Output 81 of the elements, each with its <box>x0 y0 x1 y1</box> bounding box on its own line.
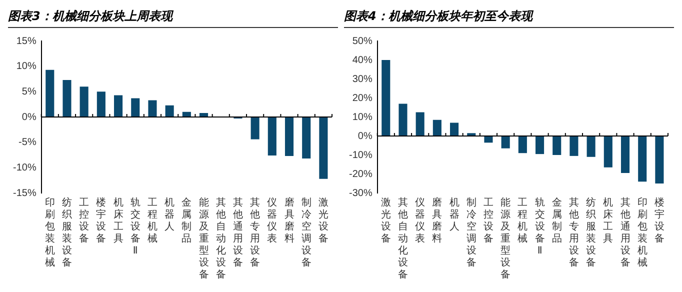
x-tick-label: 仪器仪表 <box>415 196 426 245</box>
bar <box>620 136 630 174</box>
bar <box>398 104 408 136</box>
bar <box>586 136 596 157</box>
y-tick-label: 40% <box>352 54 372 66</box>
y-tick-label: 0% <box>22 112 36 123</box>
bar <box>655 136 664 184</box>
bar <box>552 136 562 155</box>
bar <box>80 86 88 117</box>
y-tick-label: 10% <box>352 112 372 123</box>
x-tick-label: 磨具磨料 <box>432 196 442 245</box>
y-tick-label: 5% <box>22 86 36 98</box>
x-tick-label: 机床工具 <box>603 196 614 245</box>
x-tick-label: 楼宇设备 <box>654 196 664 245</box>
x-tick-label: 工控设备 <box>79 198 90 245</box>
x-tick-label: 制冷空调设备 <box>466 196 476 269</box>
x-tick-label: 印刷包装机械 <box>44 196 55 269</box>
bar <box>432 120 442 136</box>
x-tick-label: 工控设备 <box>483 198 494 245</box>
bar <box>96 92 106 117</box>
chart-title: 图表3：机械细分板块上周表现 <box>8 8 338 28</box>
bar <box>484 136 493 143</box>
x-tick-label: 机床工具 <box>113 196 124 245</box>
bar <box>638 136 647 182</box>
bar <box>570 136 578 156</box>
y-tick-label: -10% <box>12 162 36 174</box>
y-tick-label: 20% <box>352 92 372 104</box>
x-tick-label: 能源及重型设备 <box>500 196 511 281</box>
bar <box>518 136 527 154</box>
x-tick-label: 印刷包装机械 <box>637 196 648 269</box>
x-tick-label: 工程机械 <box>518 198 528 245</box>
bar <box>131 98 140 117</box>
x-tick-label: 其他专用设备 <box>568 196 579 269</box>
x-tick-label: 工程机械 <box>147 198 158 245</box>
y-tick-label: -20% <box>348 168 372 180</box>
bar <box>450 122 459 136</box>
x-tick-label: 磨具磨料 <box>284 196 294 245</box>
y-tick-label: 30% <box>352 74 372 85</box>
y-tick-label: 0% <box>358 130 372 142</box>
x-tick-label: 激光设备 <box>380 196 391 245</box>
y-tick-label: 15% <box>16 36 36 47</box>
y-tick-label: -10% <box>348 150 372 161</box>
bar <box>302 117 311 159</box>
bar <box>148 100 157 117</box>
bar <box>268 117 276 156</box>
x-tick-label: 能源及重型设备 <box>198 196 209 281</box>
x-tick-label: 轨交设备Ⅱ <box>130 196 140 257</box>
x-tick-label: 激光设备 <box>318 196 328 245</box>
bar <box>319 117 328 179</box>
y-tick-label: -30% <box>348 188 372 199</box>
y-tick-label: -5% <box>18 137 36 148</box>
bar <box>604 136 612 168</box>
x-tick-label: 金属制品 <box>552 196 562 245</box>
x-tick-label: 机器人 <box>164 196 175 233</box>
x-tick-label: 轨交设备Ⅱ <box>534 196 545 257</box>
x-tick-label: 纺织服装设备 <box>586 196 596 269</box>
bar <box>535 136 544 154</box>
bar <box>114 95 123 117</box>
bar <box>165 105 174 117</box>
bar <box>284 117 294 156</box>
y-tick-label: 50% <box>352 36 372 47</box>
bar <box>62 80 72 117</box>
x-tick-label: 楼宇设备 <box>96 196 106 245</box>
x-tick-label: 仪器仪表 <box>267 196 278 245</box>
x-tick-label: 其他自动化设备 <box>398 196 408 281</box>
y-tick-label: 10% <box>16 61 36 72</box>
bar <box>382 60 390 136</box>
x-tick-label: 其他通用设备 <box>232 196 243 269</box>
x-tick-label: 机器人 <box>449 196 460 233</box>
x-tick-label: 其他专用设备 <box>250 196 260 269</box>
chart-title: 图表4：机械细分板块年初至今表现 <box>344 8 674 28</box>
x-tick-label: 其他自动化设备 <box>216 196 226 281</box>
x-tick-label: 纺织服装设备 <box>62 196 72 269</box>
y-tick-label: -15% <box>12 188 36 199</box>
bar <box>250 117 260 140</box>
bar <box>416 112 424 136</box>
x-tick-label: 制冷空调设备 <box>301 196 312 269</box>
x-tick-label: 其他通用设备 <box>620 196 630 269</box>
bar <box>501 136 510 148</box>
bar <box>46 70 54 117</box>
x-tick-label: 金属制品 <box>182 196 192 245</box>
